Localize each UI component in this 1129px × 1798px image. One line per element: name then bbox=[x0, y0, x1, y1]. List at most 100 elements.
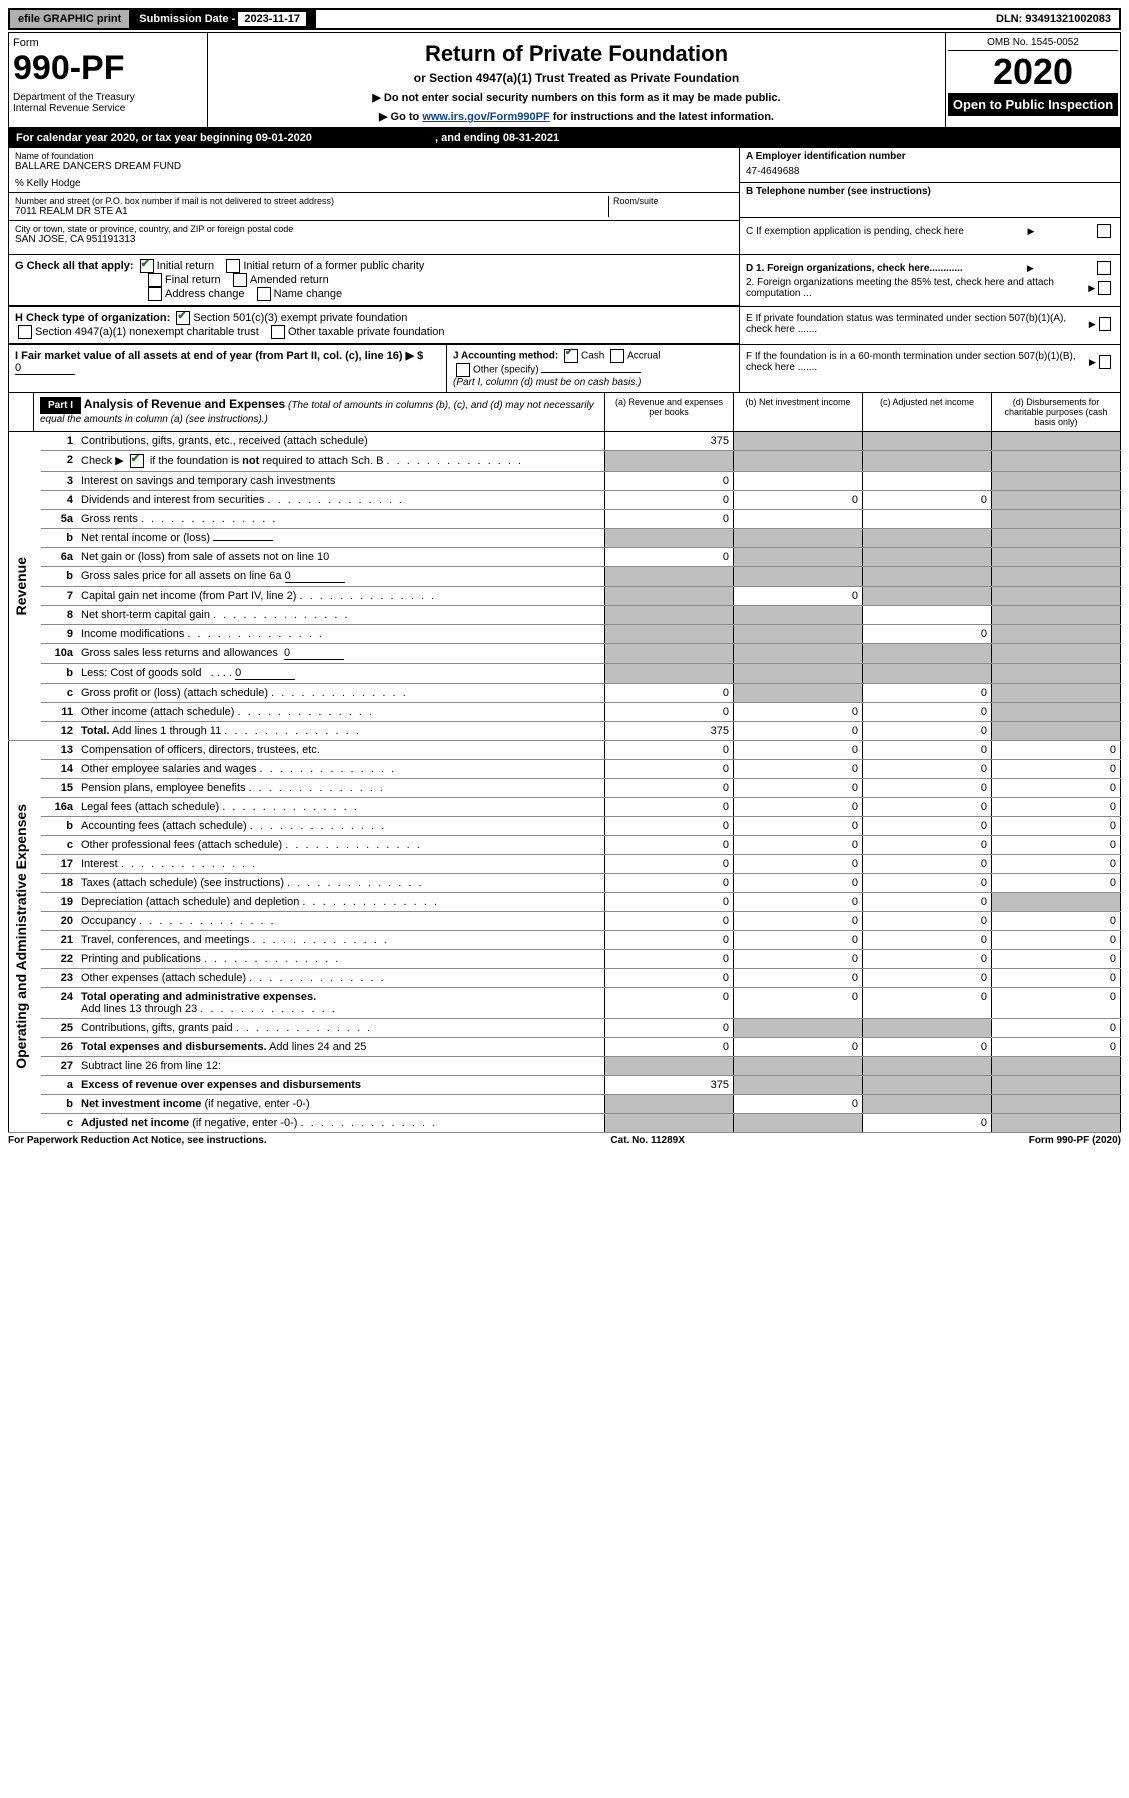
line-number: 9 bbox=[41, 625, 77, 644]
line-description: Interest bbox=[77, 855, 605, 874]
line-description: Check ▶ if the foundation is not require… bbox=[77, 451, 605, 472]
col-b-value: 0 bbox=[734, 988, 863, 1019]
col-c-value bbox=[863, 587, 992, 606]
checkbox[interactable] bbox=[1097, 261, 1111, 275]
part1-label: Part I bbox=[40, 397, 81, 414]
col-a-value: 0 bbox=[605, 1038, 734, 1057]
address-label: Number and street (or P.O. box number if… bbox=[15, 196, 608, 206]
line-number: 6a bbox=[41, 548, 77, 567]
table-row: 18Taxes (attach schedule) (see instructi… bbox=[9, 874, 1121, 893]
accrual-checkbox[interactable] bbox=[610, 349, 624, 363]
col-d-value bbox=[992, 472, 1121, 491]
entity-info: Name of foundation BALLARE DANCERS DREAM… bbox=[8, 148, 1121, 255]
city-label: City or town, state or province, country… bbox=[15, 224, 733, 234]
line-number: 15 bbox=[41, 779, 77, 798]
form-version: Form 990-PF (2020) bbox=[1029, 1135, 1121, 1146]
table-row: 25Contributions, gifts, grants paid 00 bbox=[9, 1019, 1121, 1038]
col-b-value bbox=[734, 451, 863, 472]
top-bar: efile GRAPHIC print Submission Date - 20… bbox=[8, 8, 1121, 30]
line-number: 5a bbox=[41, 510, 77, 529]
col-b-value bbox=[734, 664, 863, 684]
line-description: Capital gain net income (from Part IV, l… bbox=[77, 587, 605, 606]
col-c-value bbox=[863, 548, 992, 567]
col-d-value: 0 bbox=[992, 1019, 1121, 1038]
line-number: 18 bbox=[41, 874, 77, 893]
501c3-checkbox[interactable] bbox=[176, 311, 190, 325]
form-label: Form bbox=[13, 37, 203, 49]
col-b-value bbox=[734, 606, 863, 625]
col-d-header: (d) Disbursements for charitable purpose… bbox=[991, 393, 1120, 431]
col-b-value bbox=[734, 567, 863, 587]
form-subtitle: or Section 4947(a)(1) Trust Treated as P… bbox=[212, 71, 941, 85]
line-number: b bbox=[41, 664, 77, 684]
line-number: 2 bbox=[41, 451, 77, 472]
phone-label: B Telephone number (see instructions) bbox=[746, 186, 931, 197]
line-number: b bbox=[41, 817, 77, 836]
col-c-value bbox=[863, 510, 992, 529]
col-a-header: (a) Revenue and expenses per books bbox=[604, 393, 733, 431]
table-row: bNet rental income or (loss) bbox=[9, 529, 1121, 548]
col-b-value bbox=[734, 644, 863, 664]
line-number: 21 bbox=[41, 931, 77, 950]
col-a-value: 0 bbox=[605, 893, 734, 912]
col-a-value: 0 bbox=[605, 684, 734, 703]
col-d-value bbox=[992, 1114, 1121, 1133]
table-row: 24Total operating and administrative exp… bbox=[9, 988, 1121, 1019]
col-c-value bbox=[863, 451, 992, 472]
checkbox[interactable] bbox=[1098, 281, 1111, 295]
line-number: b bbox=[41, 567, 77, 587]
tax-year: 2020 bbox=[948, 51, 1118, 93]
table-row: 2Check ▶ if the foundation is not requir… bbox=[9, 451, 1121, 472]
address-change-checkbox[interactable] bbox=[148, 287, 162, 301]
line-number: 14 bbox=[41, 760, 77, 779]
name-change-checkbox[interactable] bbox=[257, 287, 271, 301]
foundation-name: BALLARE DANCERS DREAM FUND bbox=[15, 161, 733, 172]
col-c-value: 0 bbox=[863, 836, 992, 855]
cash-checkbox[interactable] bbox=[564, 349, 578, 363]
line-description: Total operating and administrative expen… bbox=[77, 988, 605, 1019]
line-description: Gross rents bbox=[77, 510, 605, 529]
line-description: Other employee salaries and wages bbox=[77, 760, 605, 779]
table-row: 7Capital gain net income (from Part IV, … bbox=[9, 587, 1121, 606]
col-b-value bbox=[734, 1057, 863, 1076]
col-b-value bbox=[734, 684, 863, 703]
4947a1-checkbox[interactable] bbox=[18, 325, 32, 339]
col-c-value: 0 bbox=[863, 912, 992, 931]
col-b-value bbox=[734, 625, 863, 644]
col-b-value: 0 bbox=[734, 874, 863, 893]
col-d-value: 0 bbox=[992, 779, 1121, 798]
col-d-value bbox=[992, 548, 1121, 567]
col-c-value: 0 bbox=[863, 491, 992, 510]
efile-print-button[interactable]: efile GRAPHIC print bbox=[10, 10, 131, 28]
amended-return-checkbox[interactable] bbox=[233, 273, 247, 287]
line-description: Gross sales price for all assets on line… bbox=[77, 567, 605, 587]
col-c-value bbox=[863, 529, 992, 548]
checkbox[interactable] bbox=[1097, 224, 1111, 238]
col-d-value: 0 bbox=[992, 912, 1121, 931]
col-d-value: 0 bbox=[992, 760, 1121, 779]
col-a-value: 0 bbox=[605, 1019, 734, 1038]
dln: DLN: 93491321002083 bbox=[988, 10, 1119, 28]
other-method-checkbox[interactable] bbox=[456, 363, 470, 377]
table-row: 19Depreciation (attach schedule) and dep… bbox=[9, 893, 1121, 912]
col-c-value: 0 bbox=[863, 779, 992, 798]
final-return-checkbox[interactable] bbox=[148, 273, 162, 287]
col-d-value: 0 bbox=[992, 741, 1121, 760]
checkbox[interactable] bbox=[1099, 355, 1111, 369]
form990pf-link[interactable]: www.irs.gov/Form990PF bbox=[422, 111, 549, 123]
initial-former-checkbox[interactable] bbox=[226, 259, 240, 273]
col-a-value: 0 bbox=[605, 874, 734, 893]
checkbox[interactable] bbox=[1099, 317, 1111, 331]
line-number: 13 bbox=[41, 741, 77, 760]
line-description: Gross sales less returns and allowances … bbox=[77, 644, 605, 664]
col-a-value: 0 bbox=[605, 779, 734, 798]
other-taxable-checkbox[interactable] bbox=[271, 325, 285, 339]
col-a-value: 0 bbox=[605, 855, 734, 874]
col-a-value: 0 bbox=[605, 760, 734, 779]
col-b-value: 0 bbox=[734, 931, 863, 950]
line-description: Printing and publications bbox=[77, 950, 605, 969]
initial-return-checkbox[interactable] bbox=[140, 259, 154, 273]
col-c-value: 0 bbox=[863, 988, 992, 1019]
section-i: I Fair market value of all assets at end… bbox=[9, 345, 447, 392]
col-b-value: 0 bbox=[734, 817, 863, 836]
